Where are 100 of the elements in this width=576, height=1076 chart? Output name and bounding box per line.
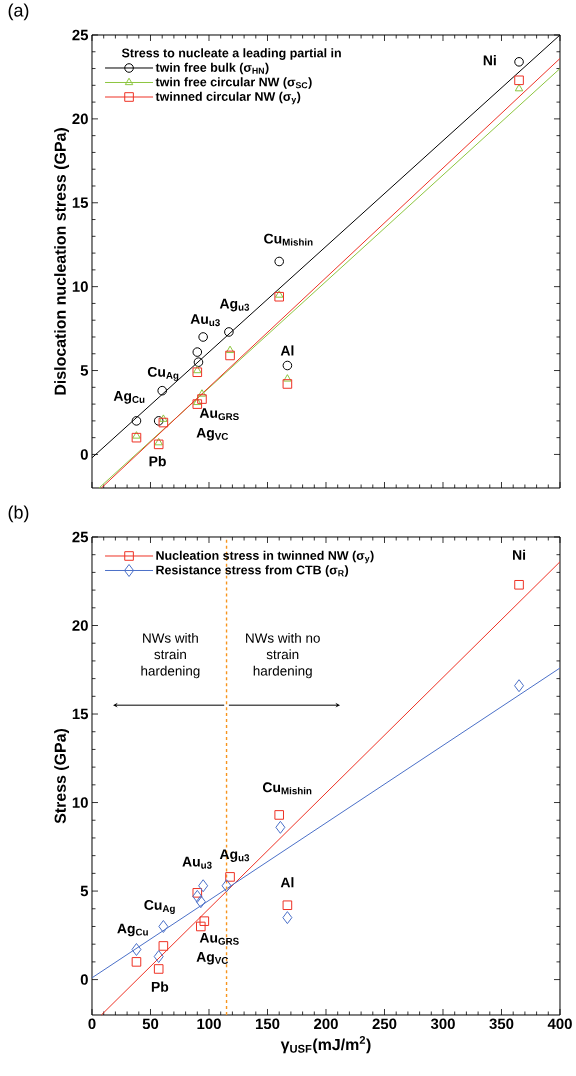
point xyxy=(157,385,167,396)
point xyxy=(158,941,169,951)
point xyxy=(131,416,142,426)
point xyxy=(514,679,525,693)
legend-label: Nucleation stress in twinned NW (σ$_{y}$) xyxy=(156,550,374,564)
y-tick-label: 15 xyxy=(72,708,89,720)
point xyxy=(195,895,206,909)
y-tick-label: 10 xyxy=(72,797,88,808)
legend-title: Stress to nucleate a leading partial in xyxy=(121,48,341,60)
point xyxy=(514,579,524,590)
point xyxy=(158,417,169,428)
point xyxy=(282,360,293,371)
point xyxy=(282,379,293,389)
annotation: Ag$_{VC}$ xyxy=(196,428,229,441)
annotation: Au$_{u3}$ xyxy=(182,856,212,869)
chart-title: (a) xyxy=(8,3,29,21)
annotation: Ag$_{u3}$ xyxy=(219,849,250,862)
annotation: Ni xyxy=(513,549,526,560)
x-tick-label: 50 xyxy=(142,1018,159,1030)
point xyxy=(198,879,209,893)
annotation: Ag$_{VC}$ xyxy=(196,952,229,965)
point xyxy=(153,964,164,974)
point xyxy=(274,810,284,820)
annotation: Al xyxy=(280,345,294,356)
point xyxy=(154,437,163,446)
x-tick-label: 250 xyxy=(372,1018,397,1030)
annotation: Au$_{u3}$ xyxy=(190,314,220,327)
annotation: Ag$_{Cu}$ xyxy=(113,391,145,404)
y-tick-label: 20 xyxy=(72,620,88,631)
x-tick-label: 150 xyxy=(255,1018,280,1030)
x-tick-label: 300 xyxy=(430,1018,455,1030)
legend-label: twin free bulk (σ$_{HN}$) xyxy=(155,62,269,75)
point xyxy=(225,345,235,354)
annotation: Cu$_{Mishin}$ xyxy=(264,233,313,246)
y-tick-label: 25 xyxy=(72,531,89,543)
y-axis-title: Dislocation nucleation stress (GPa) xyxy=(54,128,70,395)
point xyxy=(192,888,203,898)
x-axis-title: γ$_{USF}$(mJ/m$^{2}$) xyxy=(280,1035,371,1054)
point xyxy=(153,950,164,964)
y-tick-label: 25 xyxy=(72,29,89,41)
annotation: Au$_{GRS}$ xyxy=(199,408,239,421)
legend-label: twin free circular NW (σ$_{SC}$) xyxy=(155,77,312,89)
point xyxy=(197,394,207,404)
point xyxy=(274,256,284,267)
point xyxy=(192,367,203,378)
point xyxy=(132,431,141,439)
x-tick-label: 200 xyxy=(314,1018,338,1030)
point xyxy=(221,879,232,893)
y-tick-label: 5 xyxy=(80,885,89,897)
point xyxy=(192,347,203,357)
point xyxy=(225,872,235,882)
y-tick-label: 10 xyxy=(72,281,88,292)
point xyxy=(158,919,169,933)
annotation: Pb xyxy=(151,981,169,992)
point xyxy=(159,414,168,422)
point xyxy=(131,957,142,967)
chart-title: (b) xyxy=(8,505,29,523)
y-axis-title: Stress (GPa) xyxy=(54,728,70,824)
legend-label: twinned circular NW (σ$_{y}$) xyxy=(155,91,301,105)
point xyxy=(196,921,206,932)
point xyxy=(274,290,284,298)
point xyxy=(193,357,204,367)
y-tick-label: 0 xyxy=(80,449,88,460)
point xyxy=(514,75,524,86)
point xyxy=(131,432,142,443)
point xyxy=(153,439,164,450)
y-tick-label: 15 xyxy=(72,197,89,208)
y-tick-label: 5 xyxy=(80,365,89,376)
point xyxy=(224,327,234,337)
annotation: Ni xyxy=(483,55,496,66)
annotation: Cu$_{Ag}$ xyxy=(147,366,179,381)
point xyxy=(275,820,286,834)
y-tick-label: 0 xyxy=(80,974,88,985)
point xyxy=(131,942,142,956)
point xyxy=(282,911,293,925)
point xyxy=(199,916,210,926)
x-tick-label: 100 xyxy=(197,1018,221,1030)
point xyxy=(283,374,292,382)
point xyxy=(225,350,235,361)
point xyxy=(198,332,208,342)
y-tick-label: 20 xyxy=(72,113,88,125)
point xyxy=(282,900,293,911)
point xyxy=(153,416,164,426)
x-tick-label: 350 xyxy=(489,1018,514,1030)
annotation: Ag$_{Cu}$ xyxy=(117,923,148,937)
point xyxy=(192,889,203,903)
point xyxy=(274,291,284,302)
x-tick-label: 400 xyxy=(547,1018,572,1030)
point xyxy=(514,83,524,92)
annotation: NWs with no strain hardening xyxy=(246,632,320,679)
legend-label: Resistance stress from CTB (σ$_{R}$) xyxy=(156,565,349,577)
annotation: Au$_{GRS}$ xyxy=(199,932,239,945)
annotation: Cu$_{Ag}$ xyxy=(144,900,175,914)
annotation: Pb xyxy=(149,456,166,467)
annotation: Al xyxy=(280,877,294,888)
annotation: Cu$_{Mishin}$ xyxy=(262,782,312,795)
annotation: Ag$_{u3}$ xyxy=(219,298,250,312)
point xyxy=(197,389,207,397)
point xyxy=(514,57,524,67)
annotation: NWs with strain hardening xyxy=(141,632,200,679)
